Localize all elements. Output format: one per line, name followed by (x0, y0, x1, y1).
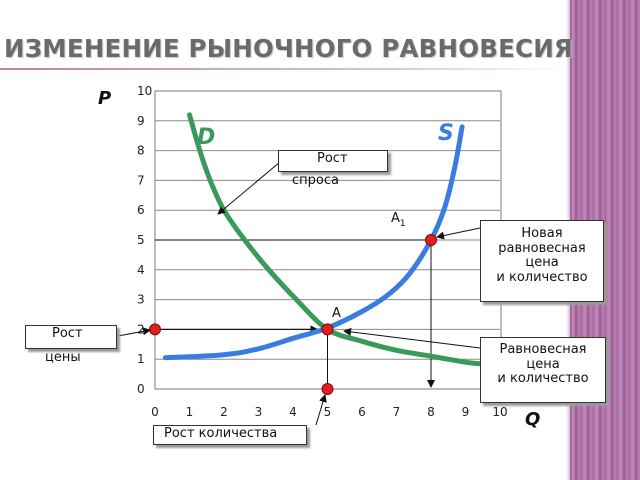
point-a (321, 323, 334, 336)
callout-price-line1: Рост (52, 326, 83, 341)
point-a1-subscript: 1 (400, 219, 406, 229)
callout-eq-line1: Равновесная (499, 342, 587, 357)
y-tick-label-6: 6 (137, 203, 145, 217)
y-tick-label-2: 2 (137, 322, 145, 336)
y-axis-label: P (98, 88, 111, 109)
demand-curve (187, 112, 482, 367)
x-tick-label-1: 1 (186, 405, 194, 419)
arrow-new-equilibrium (436, 227, 481, 240)
x-tick-label-8: 8 (427, 405, 435, 419)
x-axis-label: Q (525, 409, 540, 430)
y-tick-label-10: 10 (137, 84, 152, 98)
callout-quantity-growth: Рост количества (153, 425, 307, 445)
y-tick-labels: 0 1 2 3 4 5 6 7 8 9 10 (137, 84, 152, 396)
y-tick-label-1: 1 (137, 352, 145, 366)
point-a-label: A (332, 306, 341, 321)
callout-equilibrium: Равновесная цена и количество (480, 337, 606, 403)
point-price-axis (149, 323, 161, 336)
callout-new-eq-line4: и количество (496, 269, 588, 285)
x-tick-label-7: 7 (393, 405, 401, 419)
callout-new-equilibrium: Новая равновесная цена и количество (480, 220, 604, 302)
arrow-price (117, 327, 151, 337)
callout-new-eq-line1: Новая (521, 226, 563, 241)
x-tick-label-3: 3 (255, 405, 263, 419)
x-tick-label-10: 10 (492, 405, 507, 419)
callout-quantity-line1: Рост количества (164, 426, 278, 441)
callout-demand-growth: Рост (278, 150, 388, 172)
callout-arrows (117, 161, 481, 426)
callout-price-line2: цены (45, 350, 81, 365)
x-tick-label-9: 9 (462, 405, 470, 419)
callout-new-eq-line2: равновесная (498, 240, 586, 256)
arrow-equilibrium (343, 327, 481, 349)
callout-demand-line1: Рост (317, 151, 348, 166)
page-title: ИЗМЕНЕНИЕ РЫНОЧНОГО РАВНОВЕСИЯ (4, 34, 573, 63)
callout-eq-line2: цена (526, 356, 560, 372)
callout-eq-line3: и количество (497, 371, 589, 386)
x-tick-label-6: 6 (358, 405, 366, 419)
equilibrium-points (149, 234, 437, 395)
x-tick-label-2: 2 (220, 405, 228, 419)
y-tick-label-3: 3 (137, 293, 145, 307)
y-tick-label-8: 8 (137, 144, 145, 158)
callout-demand-line2: спроса (292, 173, 339, 188)
supply-curve (162, 124, 465, 361)
y-tick-label-5: 5 (137, 233, 145, 247)
arrow-quantity (315, 394, 327, 426)
x-tick-label-4: 4 (289, 405, 297, 419)
demand-curve-label: D (197, 125, 215, 150)
arrow-demand (217, 161, 281, 215)
title-underline (0, 68, 566, 70)
callout-new-eq-line3: цена (525, 255, 559, 270)
x-tick-label-0: 0 (151, 405, 159, 419)
y-tick-label-7: 7 (137, 173, 145, 187)
guide-lines (155, 239, 435, 389)
y-tick-label-4: 4 (137, 263, 145, 277)
point-quantity-axis (321, 383, 334, 395)
x-tick-label-5: 5 (324, 405, 332, 419)
callout-price-growth: Рост (25, 325, 117, 349)
x-tick-labels: 0 1 2 3 4 5 6 7 8 9 10 (151, 405, 507, 419)
y-tick-label-0: 0 (137, 382, 145, 396)
supply-curve-label: S (438, 121, 454, 146)
y-tick-label-9: 9 (137, 114, 145, 128)
point-a1 (425, 234, 437, 246)
